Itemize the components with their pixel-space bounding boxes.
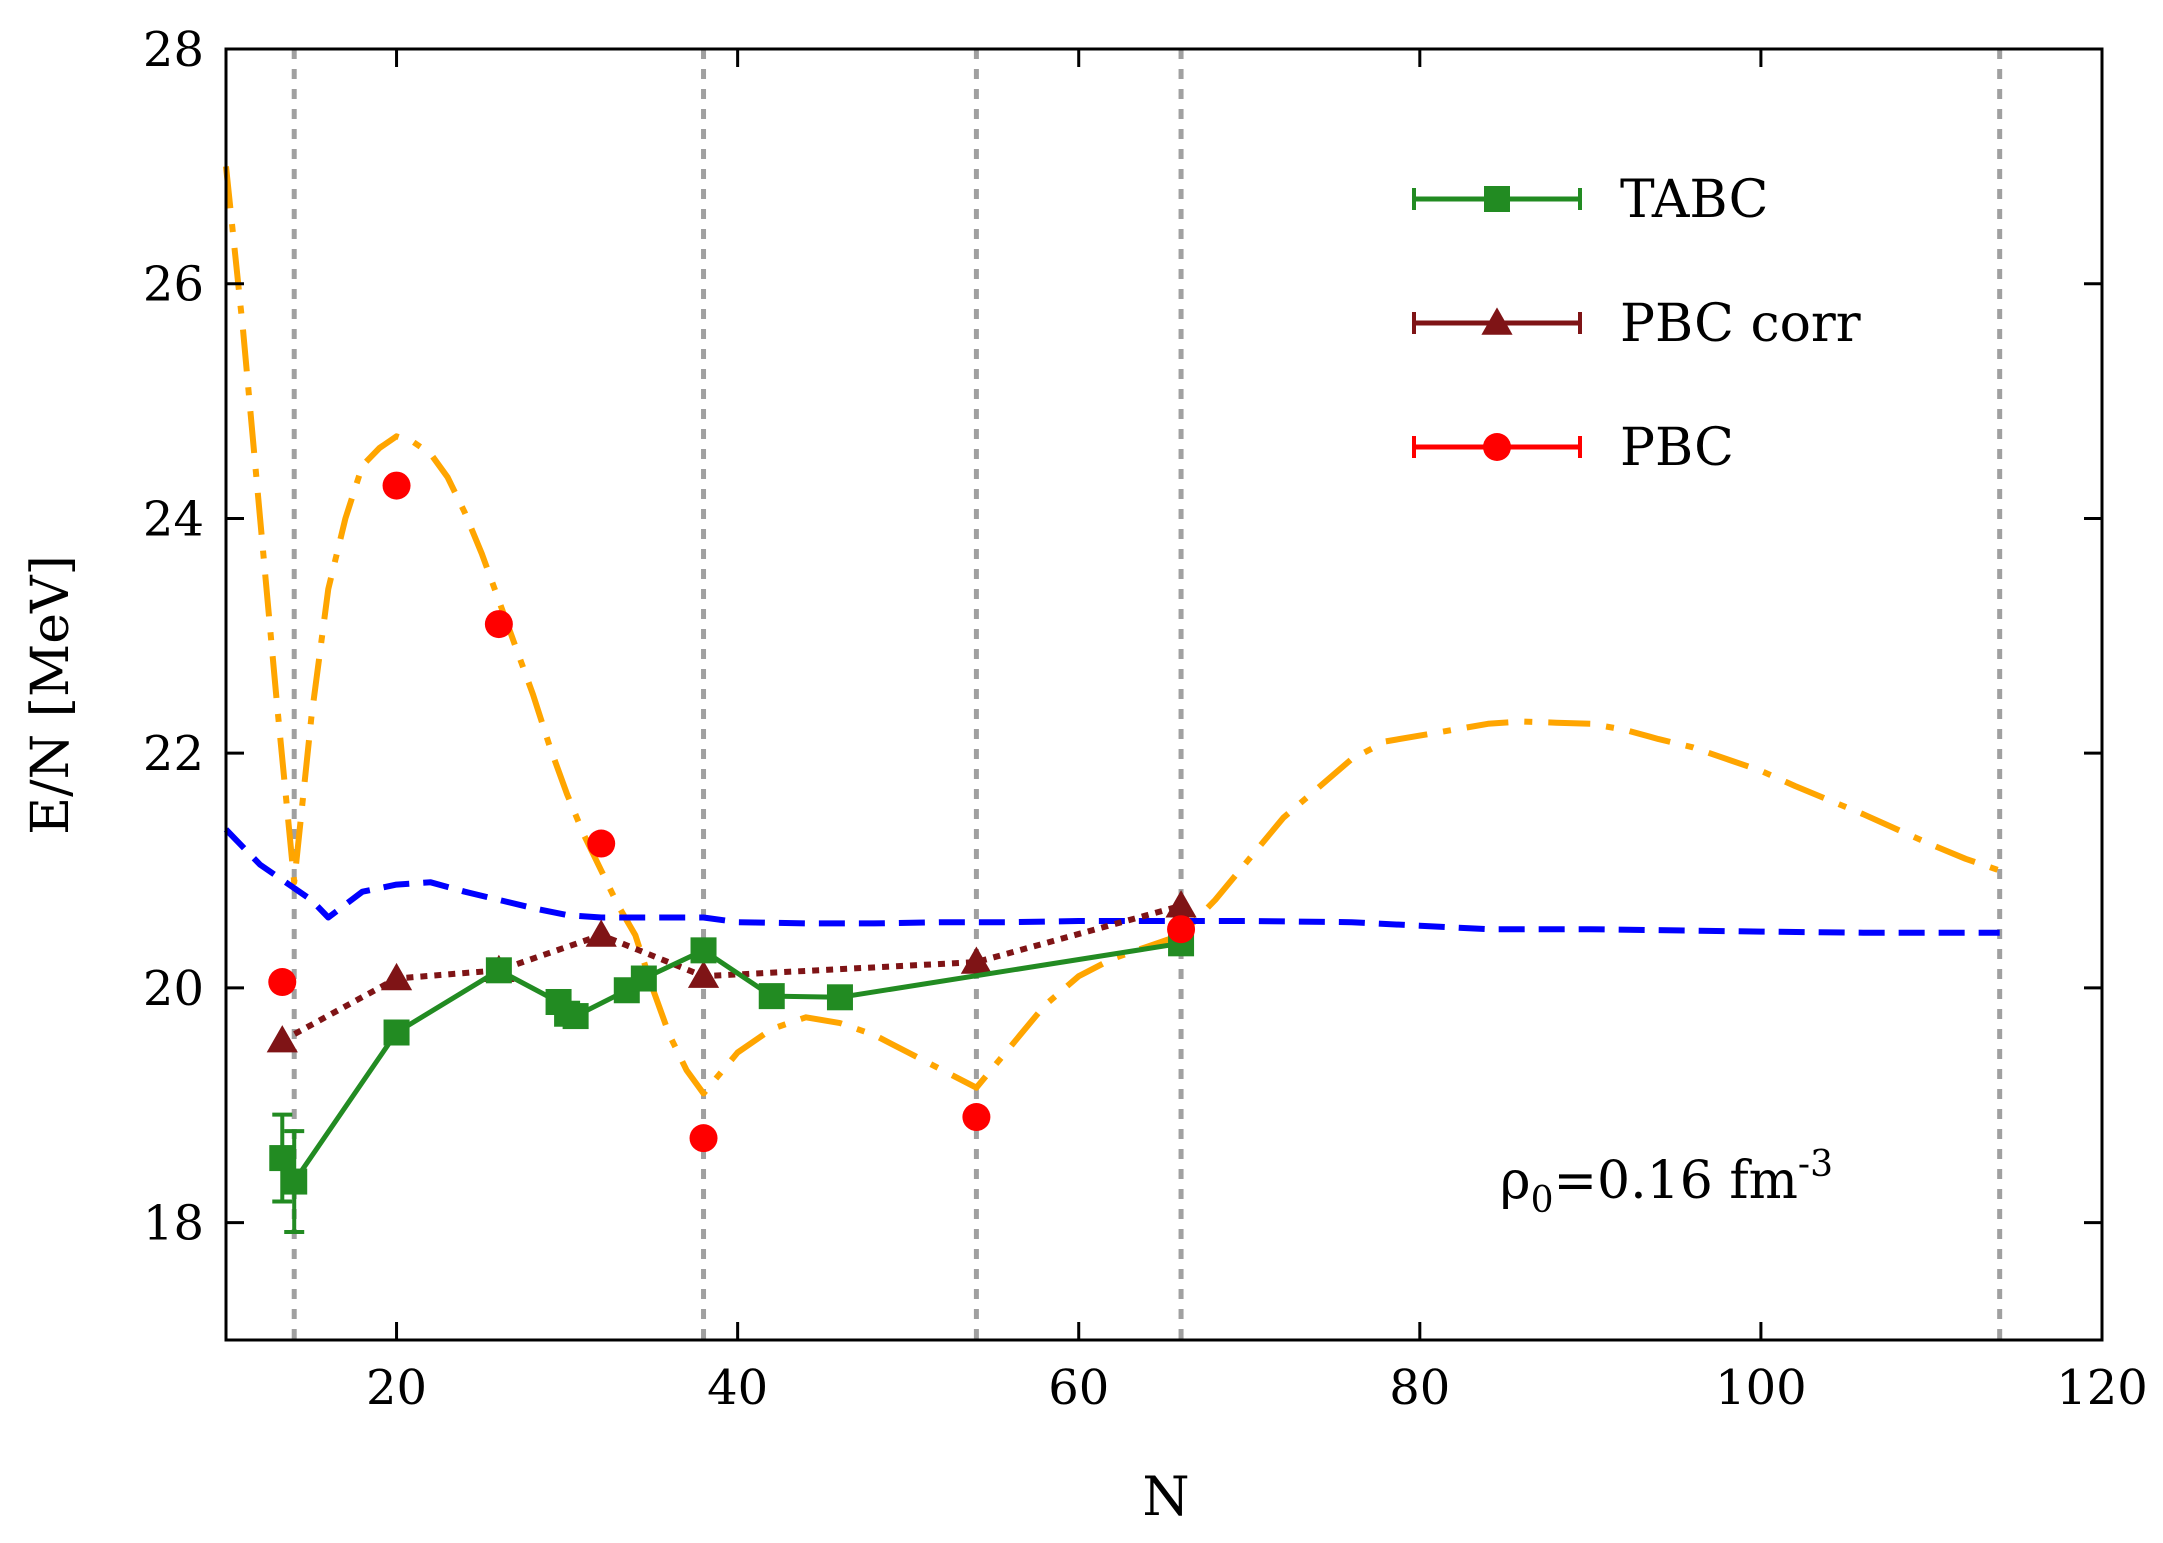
data-point-tabc-0 [269, 1145, 296, 1172]
data-point-tabc-11 [826, 984, 853, 1011]
data-point-pbc-0 [268, 968, 297, 997]
x-tick-label-100: 100 [1715, 1360, 1807, 1416]
x-tick-label-20: 20 [366, 1360, 427, 1416]
data-point-tabc-3 [485, 957, 512, 984]
annotation-sub: 0 [1531, 1180, 1554, 1221]
data-point-pbc-5 [962, 1103, 991, 1132]
legend-label-pbc: PBC [1620, 418, 1734, 478]
data-point-pbc-corr-6 [1165, 890, 1197, 918]
y-tick-label-24: 24 [143, 491, 204, 547]
data-point-pbc-2 [484, 610, 513, 639]
data-point-pbc-corr-3 [585, 919, 617, 947]
legend-marker-tabc [1484, 186, 1510, 212]
data-point-pbc-corr-1 [380, 962, 413, 991]
data-point-tabc-8 [630, 965, 657, 992]
annotation-sup: -3 [1798, 1144, 1833, 1185]
reference-lines [291, 49, 2003, 1340]
data-point-pbc-corr-4 [687, 960, 720, 988]
annotation-value: =0.16 fm [1553, 1151, 1797, 1211]
data-point-tabc-9 [690, 937, 717, 964]
x-axis-label: N [1142, 1465, 1189, 1528]
data-point-pbc-1 [382, 471, 411, 500]
data-point-pbc-corr-0 [266, 1025, 298, 1053]
tick-layer: 20 40 60 80 100 120 18 20 22 24 26 28 [143, 22, 2148, 1416]
legend: TABC PBC corr PBC [1412, 170, 1861, 478]
y-tick-label-18: 18 [143, 1196, 204, 1252]
x-tick-label-40: 40 [707, 1360, 768, 1416]
data-point-pbc-3 [587, 829, 616, 858]
series-layer [223, 166, 2001, 1235]
y-tick-label-26: 26 [143, 257, 204, 313]
data-point-tabc-2 [383, 1019, 410, 1046]
legend-label-pbc-corr: PBC corr [1620, 294, 1861, 354]
density-annotation: ρ0=0.16 fm-3 [1500, 1144, 1833, 1221]
series-tabc [269, 930, 1195, 1235]
data-point-pbc-4 [689, 1124, 718, 1153]
series-line-tabc-reference [223, 827, 2000, 936]
y-tick-label-22: 22 [143, 726, 204, 782]
data-point-tabc-1 [281, 1168, 308, 1195]
data-point-pbc-6 [1167, 915, 1196, 944]
plot-frame-border [224, 47, 2104, 1342]
y-tick-label-28: 28 [143, 22, 204, 78]
data-point-tabc-10 [758, 983, 785, 1010]
plot-frame [224, 47, 2104, 1342]
series-pbc [268, 471, 1196, 1153]
x-tick-label-120: 120 [2056, 1360, 2148, 1416]
legend-marker-pbc-corr [1481, 307, 1513, 335]
data-point-pbc-corr-5 [960, 946, 992, 974]
legend-marker-pbc [1483, 433, 1511, 461]
x-tick-label-80: 80 [1389, 1360, 1450, 1416]
y-axis-label: E/N [MeV] [21, 555, 81, 835]
series-tabc-reference [223, 827, 2000, 936]
y-tick-label-20: 20 [143, 961, 204, 1017]
x-tick-label-60: 60 [1048, 1360, 1109, 1416]
data-point-tabc-6 [562, 1003, 589, 1030]
legend-label-tabc: TABC [1620, 170, 1768, 230]
annotation-rho: ρ [1500, 1151, 1531, 1211]
